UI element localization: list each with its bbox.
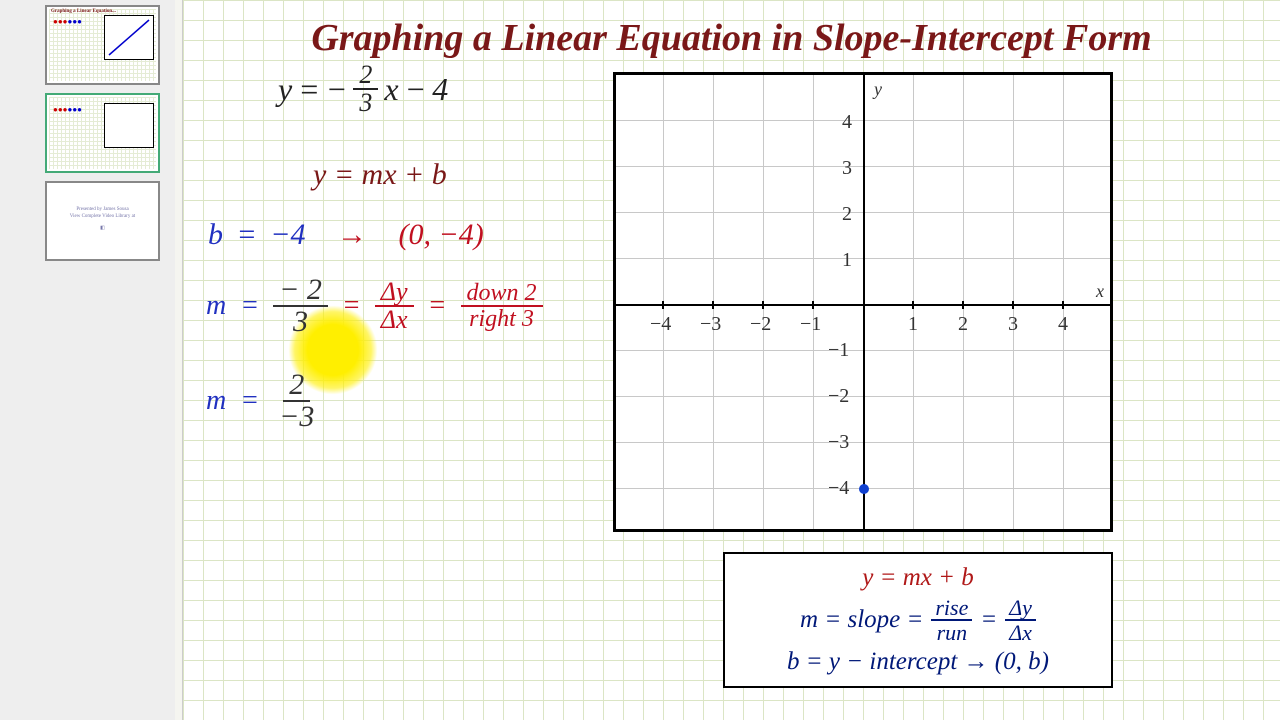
- slope-work-line2: m = 2 −3: [206, 370, 320, 432]
- credits-line2: View Complete Video Library at: [51, 214, 154, 221]
- y-axis-label: y: [874, 79, 882, 100]
- thumbnail-3[interactable]: Presented by James Sousa View Complete V…: [45, 181, 160, 261]
- coordinate-plane: x y −4 −3 −2 −1 1 2 3 4 1 2 3 4 −1 −2 −3…: [613, 72, 1113, 532]
- y-axis: [863, 75, 865, 529]
- specific-equation: y = − 2 3 x − 4: [278, 62, 448, 116]
- summary-slope: m = slope = riserun = ΔyΔx: [737, 596, 1099, 644]
- thumbnail-2[interactable]: ●●●●●●: [45, 93, 160, 173]
- slide-thumbnails: Graphing a Linear Equation... ●●●●●● ●●●…: [0, 0, 175, 720]
- page-title: Graphing a Linear Equation in Slope-Inte…: [183, 16, 1280, 60]
- thumbnail-1[interactable]: Graphing a Linear Equation... ●●●●●●: [45, 5, 160, 85]
- x-axis-label: x: [1096, 281, 1104, 302]
- general-form: y = mx + b: [313, 158, 447, 192]
- slide-canvas: Graphing a Linear Equation in Slope-Inte…: [182, 0, 1280, 720]
- b-intercept-work: b = −4 → (0, −4): [208, 218, 484, 252]
- summary-general: y = mx + b: [737, 564, 1099, 592]
- plotted-point: [859, 484, 869, 494]
- summary-intercept: b = y − intercept → (0, b): [737, 648, 1099, 676]
- slope-work-line1: m = − 2 3 = Δy Δx = down 2 right 3: [206, 275, 543, 337]
- summary-box: y = mx + b m = slope = riserun = ΔyΔx b …: [723, 552, 1113, 688]
